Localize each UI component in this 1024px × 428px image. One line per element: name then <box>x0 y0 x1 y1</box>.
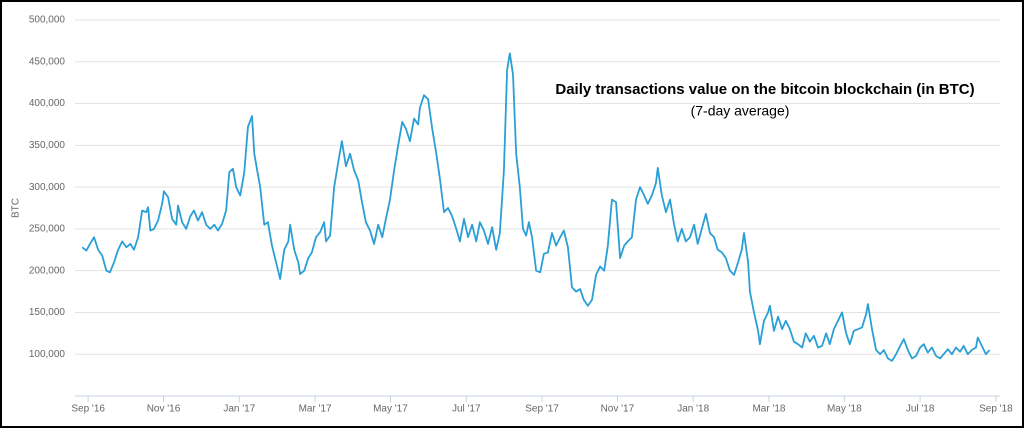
y-tick-label: 400,000 <box>29 98 66 109</box>
data-line <box>81 52 991 362</box>
x-tick-label: May '18 <box>827 404 862 415</box>
y-tick-label: 450,000 <box>29 56 66 67</box>
y-tick-label: 350,000 <box>29 140 66 151</box>
y-tick-label: 250,000 <box>29 224 66 235</box>
x-tick-label: Mar '18 <box>752 404 785 415</box>
chart-title: Daily transactions value on the bitcoin … <box>555 81 974 98</box>
y-tick-label: 150,000 <box>29 307 66 318</box>
y-tick-label: 200,000 <box>29 265 66 276</box>
x-tick-label: Sep '18 <box>979 404 1013 415</box>
y-axis-label: BTC <box>11 198 22 218</box>
y-tick-label: 100,000 <box>29 349 66 360</box>
x-tick-label: Sep '17 <box>525 404 559 415</box>
y-tick-label: 300,000 <box>29 182 66 193</box>
x-tick-label: Nov '17 <box>601 404 635 415</box>
x-tick-label: Sep '16 <box>71 404 105 415</box>
x-tick-label: Mar '17 <box>299 404 332 415</box>
chart-subtitle: (7-day average) <box>691 103 790 119</box>
x-tick-label: May '17 <box>373 404 408 415</box>
y-tick-label: 500,000 <box>29 15 66 26</box>
x-tick-label: Nov '16 <box>147 404 181 415</box>
x-tick-label: Jul '18 <box>906 404 935 415</box>
x-tick-label: Jan '17 <box>223 404 255 415</box>
x-tick-label: Jan '18 <box>677 404 709 415</box>
x-tick-label: Jul '17 <box>452 404 481 415</box>
